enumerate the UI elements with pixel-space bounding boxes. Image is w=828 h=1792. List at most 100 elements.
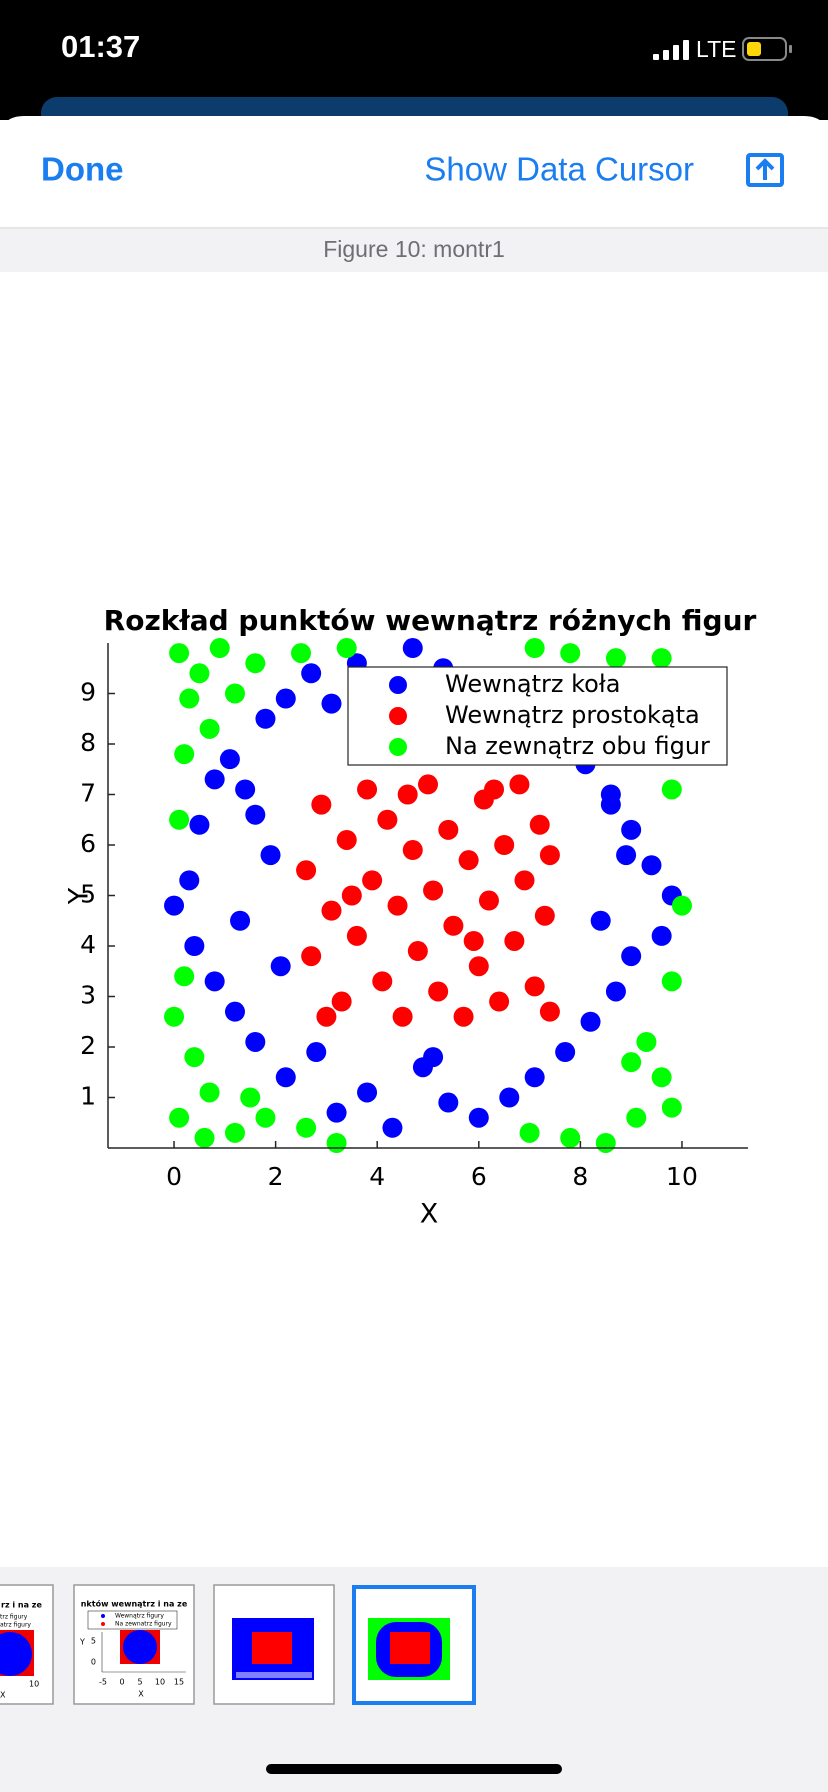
legend-box <box>347 666 728 766</box>
point <box>219 749 240 770</box>
point <box>357 1082 378 1103</box>
point <box>671 895 692 916</box>
point <box>270 956 291 977</box>
point <box>245 804 266 825</box>
point <box>509 774 530 795</box>
x-tick-label: 8 <box>572 1162 588 1191</box>
point <box>407 941 428 962</box>
point <box>494 835 515 855</box>
point <box>184 1047 205 1068</box>
thumb-tick: 10 <box>29 1680 39 1689</box>
thumb-label: Y <box>79 1638 85 1647</box>
point <box>179 870 200 891</box>
point <box>255 708 276 729</box>
point <box>174 966 195 987</box>
done-button[interactable]: Done <box>41 151 124 188</box>
thumb-legend: trz figury <box>0 1614 28 1621</box>
point <box>392 1006 413 1027</box>
point <box>189 814 210 835</box>
point <box>194 1127 215 1148</box>
point <box>560 1127 581 1148</box>
point <box>423 1047 444 1068</box>
point <box>519 1122 540 1143</box>
point <box>504 930 525 951</box>
point <box>661 1097 682 1118</box>
point <box>224 683 245 704</box>
point <box>296 860 317 881</box>
point <box>164 895 185 916</box>
point <box>621 819 642 840</box>
point <box>164 1006 185 1027</box>
point <box>555 1042 576 1063</box>
point <box>372 971 393 992</box>
thumbnail[interactable] <box>213 1584 335 1705</box>
point <box>651 1067 672 1088</box>
point <box>331 991 352 1012</box>
point <box>438 1092 459 1113</box>
legend-marker <box>389 707 407 725</box>
point <box>397 784 418 805</box>
point <box>524 638 545 659</box>
point <box>438 819 459 840</box>
point <box>357 779 378 800</box>
y-tick-label: 5 <box>80 880 96 909</box>
point <box>418 774 438 795</box>
x-axis-label: X <box>420 1199 439 1230</box>
thumbnail[interactable] <box>352 1585 476 1705</box>
thumb-tick: 5 <box>137 1678 142 1687</box>
data-cursor-button[interactable]: Show Data Cursor <box>424 151 694 188</box>
point <box>453 1006 474 1027</box>
thumb-tick: 0 <box>91 1658 96 1667</box>
legend-label: Wewnątrz prostokąta <box>445 701 700 729</box>
point <box>661 971 682 992</box>
legend-marker <box>389 676 407 694</box>
point <box>169 643 190 664</box>
point <box>316 1006 337 1027</box>
point <box>169 1107 190 1128</box>
thumbnail[interactable]: rz i na ze trz figury atrz figury 10 X <box>0 1584 54 1705</box>
thumb-tick: -5 <box>99 1678 107 1687</box>
thumb-label: X <box>0 1691 6 1700</box>
point <box>468 1107 489 1128</box>
point <box>484 779 505 800</box>
point <box>255 1107 276 1128</box>
legend-marker <box>389 738 407 756</box>
point <box>260 845 281 866</box>
time: 01:37 <box>61 29 140 64</box>
y-tick-label: 8 <box>80 728 96 757</box>
point <box>189 663 210 684</box>
point <box>326 1132 347 1153</box>
point <box>423 880 444 901</box>
thumb-tick: 0 <box>119 1678 124 1687</box>
thumbnail[interactable]: nktów wewnątrz i na ze Wewnątrz figury N… <box>73 1584 195 1705</box>
point <box>600 794 621 815</box>
point <box>306 1042 327 1063</box>
point <box>626 1107 647 1128</box>
x-tick-label: 4 <box>369 1162 385 1191</box>
point <box>529 814 550 835</box>
point <box>301 946 322 967</box>
point <box>534 905 555 926</box>
thumb-legend: atrz figury <box>0 1622 31 1629</box>
point <box>621 1052 642 1073</box>
point <box>321 900 342 921</box>
point <box>199 1082 220 1103</box>
point <box>230 910 251 931</box>
point <box>377 809 398 830</box>
point <box>524 1067 545 1088</box>
y-tick-label: 4 <box>80 930 96 959</box>
legend-label: Wewnątrz koła <box>445 670 620 698</box>
figure-title-bar <box>0 229 828 272</box>
y-tick-label: 6 <box>80 829 96 858</box>
point <box>661 779 682 800</box>
y-axis-label: Y <box>64 887 95 905</box>
point <box>524 976 545 997</box>
point <box>539 1001 560 1022</box>
legend-label: Na zewnątrz obu figur <box>445 732 710 760</box>
point <box>174 744 195 765</box>
point <box>499 1087 520 1108</box>
point <box>595 1132 616 1153</box>
share-button[interactable] <box>746 153 784 187</box>
point <box>402 840 423 861</box>
point <box>235 779 256 800</box>
